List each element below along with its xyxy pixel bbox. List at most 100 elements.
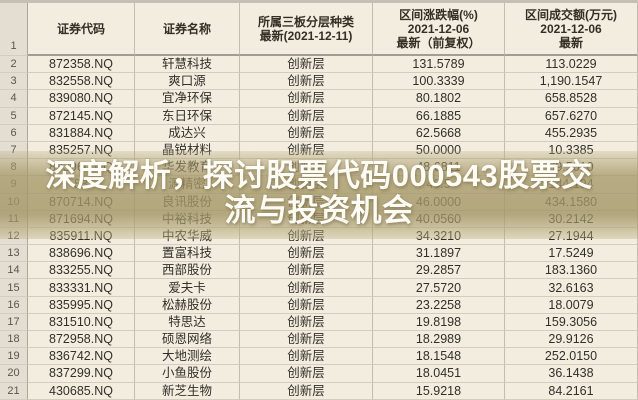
column-header-amount[interactable]: 区间成交额(万元) 2021-12-06 最新 bbox=[505, 3, 638, 56]
cell-amount[interactable]: 657.6270 bbox=[505, 107, 638, 125]
cell-tier[interactable]: 创新层 bbox=[240, 296, 373, 314]
cell-change[interactable]: 15.9218 bbox=[373, 382, 505, 400]
cell-amount[interactable]: 183.1360 bbox=[505, 262, 638, 280]
cell-name[interactable]: 东日环保 bbox=[135, 107, 240, 125]
cell-name[interactable]: 新芝生物 bbox=[135, 382, 240, 400]
cell-tier[interactable]: 创新层 bbox=[240, 210, 373, 228]
row-number[interactable]: 12 bbox=[0, 227, 28, 246]
row-number[interactable]: 3 bbox=[0, 73, 28, 91]
cell-amount[interactable]: 144.194 bbox=[505, 176, 638, 194]
cell-tier[interactable]: 创新层 bbox=[240, 159, 373, 177]
cell-tier[interactable]: 创新层 bbox=[240, 176, 373, 194]
cell-code[interactable]: 832558.NQ bbox=[28, 73, 135, 91]
cell-name[interactable]: 晶锐材料 bbox=[135, 141, 240, 160]
cell-tier[interactable]: 创新层 bbox=[240, 107, 373, 125]
cell-code[interactable]: 831884.NQ bbox=[28, 124, 135, 142]
cell-code[interactable]: 430685.NQ bbox=[28, 382, 135, 400]
cell-amount[interactable]: 10.3385 bbox=[505, 141, 638, 160]
cell-name[interactable]: 小鱼股份 bbox=[135, 365, 240, 383]
row-number[interactable]: 19 bbox=[0, 348, 28, 366]
cell-amount[interactable]: 18.0079 bbox=[505, 296, 638, 314]
cell-amount[interactable]: 84.2161 bbox=[505, 382, 638, 400]
cell-amount[interactable]: 69.5010 bbox=[505, 159, 638, 177]
cell-change[interactable]: 48.6811 bbox=[373, 159, 505, 177]
row-number[interactable]: 9 bbox=[0, 176, 28, 194]
cell-code[interactable]: 833331.NQ bbox=[28, 279, 135, 297]
cell-name[interactable]: 中裕科技 bbox=[135, 210, 240, 228]
cell-tier[interactable]: 创新层 bbox=[240, 348, 373, 366]
column-header-name[interactable]: 证券名称 bbox=[135, 3, 240, 56]
row-number[interactable]: 4 bbox=[0, 90, 28, 108]
cell-tier[interactable]: 创新层 bbox=[240, 141, 373, 160]
cell-change[interactable]: 131.5789 bbox=[373, 56, 505, 74]
cell-code[interactable]: 831510.NQ bbox=[28, 313, 135, 331]
cell-name[interactable]: 良讯股份 bbox=[135, 193, 240, 211]
cell-name[interactable]: 置富科技 bbox=[135, 245, 240, 263]
cell-name[interactable]: 松赫股份 bbox=[135, 296, 240, 314]
cell-code[interactable]: 872358.NQ bbox=[28, 56, 135, 74]
cell-tier[interactable]: 创新层 bbox=[240, 279, 373, 297]
cell-change[interactable]: 23.2258 bbox=[373, 296, 505, 314]
cell-tier[interactable]: 创新层 bbox=[240, 262, 373, 280]
cell-amount[interactable]: 27.1944 bbox=[505, 227, 638, 246]
row-number[interactable]: 8 bbox=[0, 159, 28, 177]
row-number[interactable]: 2 bbox=[0, 56, 28, 74]
cell-change[interactable]: 46.5 bbox=[373, 176, 505, 194]
cell-tier[interactable]: 创新层 bbox=[240, 193, 373, 211]
cell-code[interactable]: 870714.NQ bbox=[28, 193, 135, 211]
row-number[interactable]: 14 bbox=[0, 262, 28, 280]
cell-name[interactable]: 特思达 bbox=[135, 313, 240, 331]
cell-change[interactable]: 18.1548 bbox=[373, 348, 505, 366]
row-number[interactable]: 21 bbox=[0, 382, 28, 400]
cell-amount[interactable]: 30.2142 bbox=[505, 210, 638, 228]
cell-tier[interactable]: 创新层 bbox=[240, 124, 373, 142]
row-number[interactable]: 20 bbox=[0, 365, 28, 383]
cell-amount[interactable]: 113.0229 bbox=[505, 56, 638, 74]
cell-amount[interactable]: 658.8528 bbox=[505, 90, 638, 108]
cell-amount[interactable]: 434.1580 bbox=[505, 193, 638, 211]
cell-amount[interactable]: 17.5249 bbox=[505, 245, 638, 263]
row-number[interactable]: 6 bbox=[0, 124, 28, 142]
cell-change[interactable]: 27.5720 bbox=[373, 279, 505, 297]
cell-name[interactable]: 硕恩网络 bbox=[135, 331, 240, 349]
cell-change[interactable]: 100.3339 bbox=[373, 73, 505, 91]
cell-name[interactable]: 大地测绘 bbox=[135, 348, 240, 366]
column-header-code[interactable]: 证券代码 bbox=[28, 3, 135, 56]
cell-amount[interactable]: 1,190.1547 bbox=[505, 73, 638, 91]
cell-name[interactable]: 成达兴 bbox=[135, 124, 240, 142]
cell-name[interactable]: 爽口源 bbox=[135, 73, 240, 91]
cell-amount[interactable]: 252.0150 bbox=[505, 348, 638, 366]
column-header-change[interactable]: 区间涨跌幅(%) 2021-12-06 最新（前复权） bbox=[373, 3, 505, 56]
cell-change[interactable]: 62.5668 bbox=[373, 124, 505, 142]
cell-code[interactable]: 835995.NQ bbox=[28, 296, 135, 314]
cell-code[interactable]: 83 bbox=[28, 176, 135, 194]
cell-code[interactable]: 835257.NQ bbox=[28, 141, 135, 160]
row-number[interactable]: 5 bbox=[0, 107, 28, 125]
cell-name[interactable]: 源精密 bbox=[135, 176, 240, 194]
cell-tier[interactable]: 创新层 bbox=[240, 227, 373, 246]
cell-amount[interactable]: 455.2935 bbox=[505, 124, 638, 142]
cell-change[interactable]: 46.0000 bbox=[373, 193, 505, 211]
cell-change[interactable]: 31.1897 bbox=[373, 245, 505, 263]
row-number[interactable]: 18 bbox=[0, 331, 28, 349]
cell-name[interactable]: 宜净环保 bbox=[135, 90, 240, 108]
cell-tier[interactable]: 创新层 bbox=[240, 365, 373, 383]
cell-code[interactable]: 838696.NQ bbox=[28, 245, 135, 263]
row-number[interactable]: 7 bbox=[0, 141, 28, 160]
cell-change[interactable]: 40.0560 bbox=[373, 210, 505, 228]
cell-change[interactable]: 34.3210 bbox=[373, 227, 505, 246]
cell-change[interactable]: 50.0000 bbox=[373, 141, 505, 160]
row-number[interactable]: 10 bbox=[0, 193, 28, 211]
row-number[interactable]: 16 bbox=[0, 296, 28, 314]
cell-amount[interactable]: 159.3056 bbox=[505, 313, 638, 331]
row-number[interactable]: 13 bbox=[0, 245, 28, 263]
cell-change[interactable]: 66.1885 bbox=[373, 107, 505, 125]
cell-name[interactable]: 中农华威 bbox=[135, 227, 240, 246]
cell-name[interactable]: 爱夫卡 bbox=[135, 279, 240, 297]
cell-tier[interactable]: 创新层 bbox=[240, 313, 373, 331]
cell-code[interactable]: 835911.NQ bbox=[28, 227, 135, 246]
cell-name[interactable]: 西部股份 bbox=[135, 262, 240, 280]
column-header-tier[interactable]: 所属三板分层种类 最新(2021-12-11) bbox=[240, 3, 373, 56]
row-number[interactable]: 15 bbox=[0, 279, 28, 297]
cell-amount[interactable]: 36.1438 bbox=[505, 365, 638, 383]
